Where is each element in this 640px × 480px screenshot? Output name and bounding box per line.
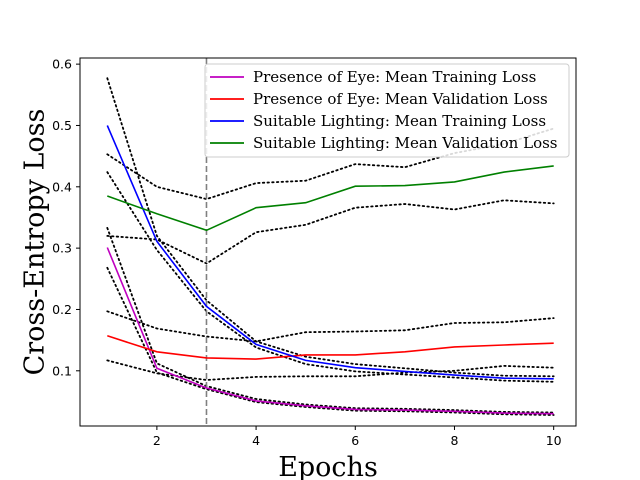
bound-line-0 xyxy=(106,226,555,414)
y-tick-label: 0.6 xyxy=(52,57,72,72)
x-tick-label: 2 xyxy=(153,433,161,448)
legend: Presence of Eye: Mean Training Loss Prese… xyxy=(204,63,570,158)
bound-line-4 xyxy=(106,77,555,378)
legend-box xyxy=(204,63,570,158)
bound-line-7 xyxy=(106,199,555,265)
bound-line-5 xyxy=(106,171,555,383)
y-tick-label: 0.5 xyxy=(52,118,72,133)
legend-label-1: Presence of Eye: Mean Validation Loss xyxy=(253,90,548,108)
series-lines xyxy=(106,125,554,415)
y-tick-label: 0.1 xyxy=(52,363,72,378)
x-tick-label: 6 xyxy=(351,433,359,448)
x-axis-label: Epochs xyxy=(278,452,378,480)
series-line-2 xyxy=(106,125,554,380)
y-axis-label: Cross-Entropy Loss xyxy=(20,109,51,376)
bound-line-3 xyxy=(106,359,555,381)
series-line-1 xyxy=(107,335,554,360)
y-tick-label: 0.2 xyxy=(52,302,72,317)
legend-label-2: Suitable Lighting: Mean Training Loss xyxy=(253,112,546,130)
plot-frame xyxy=(79,57,577,427)
series-line-0 xyxy=(106,247,554,415)
bound-line-1 xyxy=(106,266,555,416)
legend-label-3: Suitable Lighting: Mean Validation Loss xyxy=(253,134,558,152)
x-tick-label: 4 xyxy=(252,433,260,448)
bound-line-2 xyxy=(106,310,555,343)
y-tick-label: 0.4 xyxy=(52,179,72,194)
legend-label-0: Presence of Eye: Mean Training Loss xyxy=(253,68,536,86)
y-tick-label: 0.3 xyxy=(52,241,72,256)
series-line-3 xyxy=(107,165,554,232)
x-tick-label: 10 xyxy=(546,433,562,448)
axis-ticks: 2 4 6 8 10 0.1 0.2 0.3 0.4 0.5 0.6 xyxy=(52,57,562,448)
x-tick-label: 8 xyxy=(451,433,459,448)
